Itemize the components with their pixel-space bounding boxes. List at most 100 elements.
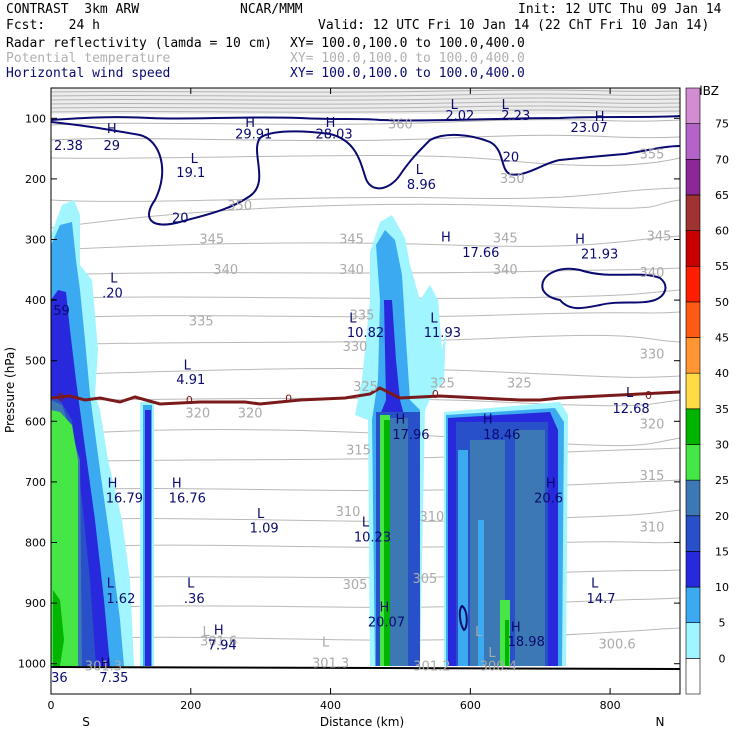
theta-label: 315 <box>346 443 371 458</box>
x-axis-north-label: N <box>656 715 665 729</box>
wind-speed-label: 29.91 <box>235 128 272 143</box>
wind-speed-label: 10.82 <box>347 326 384 341</box>
wind-high-low-marker: L <box>591 577 599 592</box>
theta-label: 335 <box>350 308 375 323</box>
wind-high-low-marker: H <box>595 110 605 125</box>
theta-label: 300.4 <box>480 660 517 675</box>
wind-speed-label: .36 <box>184 592 205 607</box>
wind-high-low-marker: L <box>184 359 192 374</box>
wind-high-low-marker: L <box>362 516 370 531</box>
colorbar-level-label: 55 <box>715 260 729 273</box>
wind-speed-label: 1.62 <box>106 592 135 607</box>
wind-speed-label: 7.35 <box>99 671 128 686</box>
melting-level-label: 0 <box>645 389 652 402</box>
theta-label: 330 <box>640 348 665 363</box>
wind-high-low-marker: H <box>107 122 117 137</box>
x-tick-label: 0 <box>48 699 55 712</box>
field-reflectivity-xy: XY= 100.0,100.0 to 100.0,400.0 <box>290 36 525 51</box>
wind-speed-contours <box>51 115 680 632</box>
colorbar-swatch <box>685 622 701 659</box>
wind-speed-label: 2.23 <box>501 109 530 124</box>
theta-label: 301.2 <box>413 660 450 675</box>
colorbar-swatch <box>685 658 701 695</box>
colorbar-level-label: 35 <box>715 403 729 416</box>
wind-high-low-marker: H <box>101 657 111 672</box>
model-title: CONTRAST 3km ARW <box>6 2 140 17</box>
theta-label: 301.3 <box>312 657 349 672</box>
theta-contours <box>51 154 680 641</box>
y-tick-label: 1000 <box>18 658 46 671</box>
wind-speed-label: 8.96 <box>407 178 436 193</box>
melting-level-label: 0 <box>186 394 193 407</box>
colorbar-level-label: 75 <box>715 118 729 131</box>
colorbar-level-label: 25 <box>715 474 729 487</box>
theta-label: 345 <box>339 233 364 248</box>
theta-minmax-label: L <box>203 625 211 640</box>
colorbar-swatch <box>685 265 701 303</box>
wind-high-low-marker: L <box>416 163 424 178</box>
wind-high-low-marker: L <box>502 98 510 113</box>
wind-high-low-marker: H <box>511 620 521 635</box>
wind-speed-label: 16.76 <box>169 491 206 506</box>
wind-high-low-marker: L <box>349 311 357 326</box>
colorbar-level-label: 15 <box>715 545 729 558</box>
reflectivity-fill <box>51 200 568 666</box>
theta-label: 310 <box>640 520 665 535</box>
theta-label: 350 <box>227 199 252 214</box>
wind-high-low-marker: L <box>626 386 634 401</box>
y-tick-label: 600 <box>25 415 46 428</box>
y-axis-title: Pressure (hPa) <box>3 347 17 433</box>
colorbar-swatch <box>685 372 701 410</box>
y-tick-label: 400 <box>25 294 46 307</box>
melting-level-label: 0 <box>57 391 64 404</box>
wind-speed-label: 4.91 <box>176 373 205 388</box>
wind-speed-label: 11.93 <box>424 326 461 341</box>
field-wind-xy: XY= 100.0,100.0 to 100.0,400.0 <box>290 66 525 81</box>
wind-speed-label: 20.07 <box>368 615 405 630</box>
wind-speed-label: 29 <box>104 139 121 154</box>
x-tick-label: 400 <box>320 699 341 712</box>
colorbar-swatch <box>685 194 701 231</box>
wind-high-low-marker: H <box>379 600 389 615</box>
wind-speed-label: 59 <box>53 304 70 319</box>
ground-line <box>51 666 680 670</box>
wind-high-low-marker: H <box>575 233 585 248</box>
colorbar-swatch <box>685 337 701 374</box>
y-tick-label: 900 <box>25 597 46 610</box>
field-wind-name: Horizontal wind speed <box>6 66 171 81</box>
wind-high-low-marker: H <box>396 412 406 427</box>
theta-label: 315 <box>640 469 665 484</box>
y-tick-label: 100 <box>25 112 46 125</box>
theta-minmax-label: L <box>488 646 496 661</box>
theta-label: 301.3 <box>85 660 122 675</box>
theta-label: 320 <box>238 406 263 421</box>
theta-label: 325 <box>353 380 378 395</box>
wind-speed-label: 7.94 <box>208 639 237 654</box>
y-tick-label: 700 <box>25 476 46 489</box>
wind-speed-label: 17.96 <box>392 428 429 443</box>
wind-speed-label: 16.79 <box>106 491 143 506</box>
x-tick-label: 800 <box>600 699 621 712</box>
theta-label: 320 <box>185 406 210 421</box>
forecast-hour: Fcst: 24 h <box>6 18 100 33</box>
melting-level-label: 0 <box>285 392 292 405</box>
wind-speed-label: 18.98 <box>508 635 545 650</box>
theta-label: 325 <box>430 377 455 392</box>
colorbar-swatch <box>685 444 701 481</box>
wind-high-low-marker: L <box>187 577 195 592</box>
wind-speed-label: 2.38 <box>54 139 83 154</box>
colorbar: dBZ 0 5 10 15 20 25 30 35 40 45 50 55 60 65 70 75 <box>685 84 729 695</box>
init-time: Init: 12 UTC Thu 09 Jan 14 <box>518 2 722 17</box>
colorbar-unit: dBZ <box>695 84 719 98</box>
colorbar-level-label: 65 <box>715 189 729 202</box>
colorbar-swatch <box>685 230 701 267</box>
colorbar-swatch <box>685 408 701 445</box>
wind-high-low-marker: H <box>172 477 182 492</box>
wind-high-low-marker: H <box>483 412 493 427</box>
theta-label: 340 <box>640 266 665 281</box>
wind-speed-label: .20 <box>102 286 123 301</box>
colorbar-level-label: 70 <box>715 153 729 166</box>
theta-label: 300.6 <box>598 637 635 652</box>
wind-speed-label: 19.1 <box>176 166 205 181</box>
